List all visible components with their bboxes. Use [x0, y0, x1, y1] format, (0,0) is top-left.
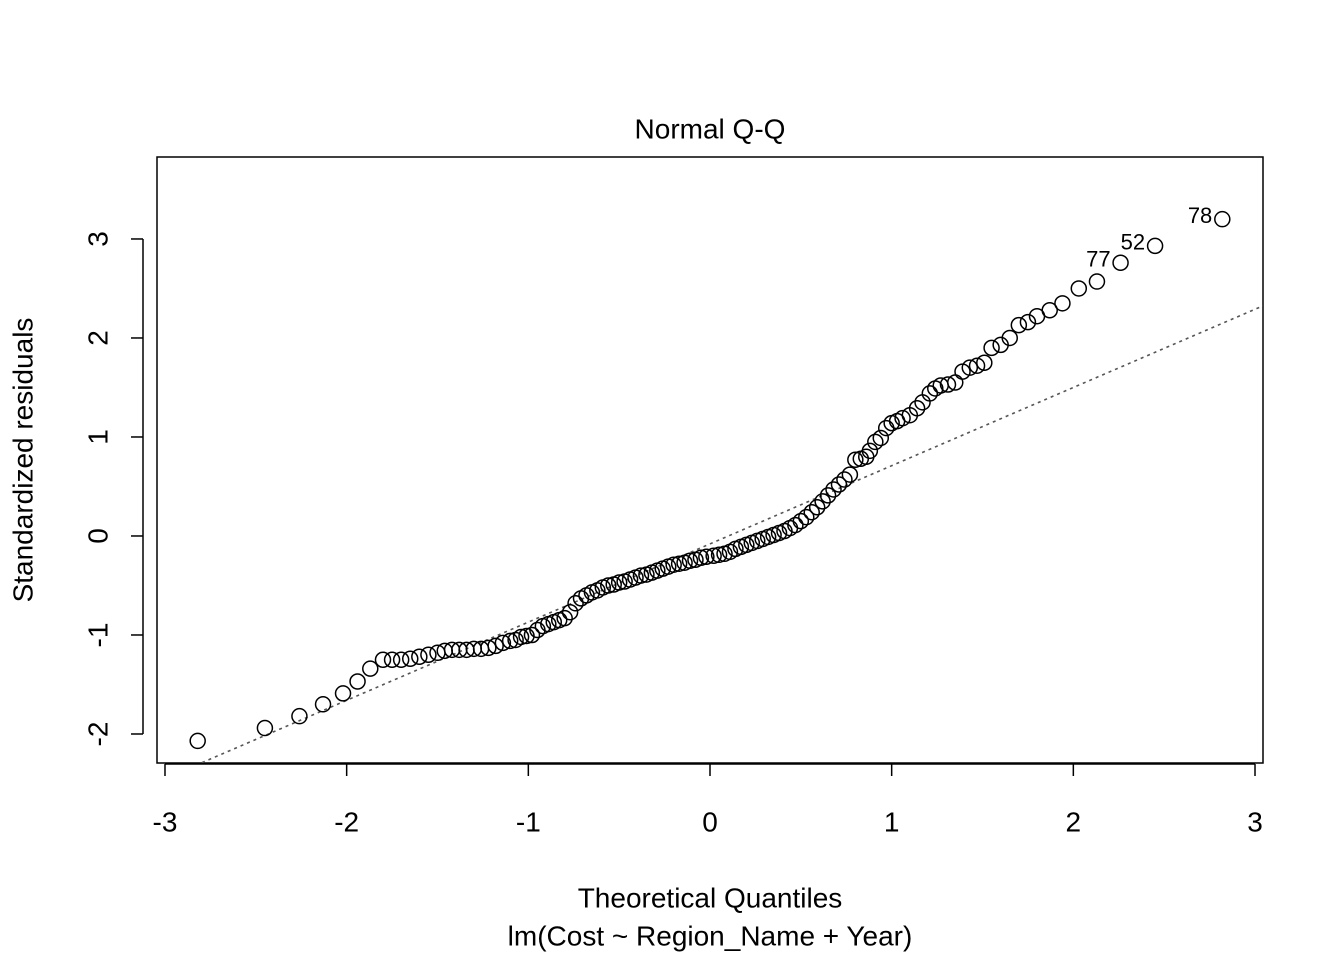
point — [908, 400, 926, 417]
x-tick-label: 0 — [702, 806, 718, 837]
point — [1070, 280, 1088, 297]
point — [1214, 210, 1231, 228]
point — [803, 503, 820, 521]
point — [976, 354, 993, 371]
point — [567, 595, 584, 612]
point — [665, 556, 682, 573]
reference-line — [199, 305, 1263, 763]
point — [836, 471, 853, 488]
x-axis-label: Theoretical Quantiles — [578, 882, 843, 913]
point — [523, 626, 541, 644]
y-tick-label: 1 — [82, 429, 113, 445]
y-tick-label: -1 — [82, 623, 113, 648]
point — [256, 719, 274, 737]
y-axis-label: Standardized residuals — [7, 318, 38, 603]
point — [383, 651, 401, 668]
point — [710, 546, 728, 564]
y-tick-label: 3 — [82, 231, 113, 247]
point — [787, 516, 804, 534]
subtitle: lm(Cost ~ Region_Name + Year) — [508, 920, 913, 951]
point — [556, 609, 573, 627]
point — [705, 547, 722, 565]
point — [894, 409, 911, 427]
point — [501, 632, 519, 650]
point — [314, 696, 332, 713]
point — [600, 577, 617, 594]
point — [792, 512, 810, 530]
point — [411, 648, 428, 666]
point — [983, 339, 1000, 357]
point — [825, 481, 842, 498]
point — [349, 673, 366, 690]
x-tick-label: 3 — [1247, 806, 1263, 837]
point — [401, 650, 419, 667]
point — [1088, 273, 1106, 290]
point — [861, 442, 879, 460]
point — [480, 639, 497, 657]
point — [374, 651, 392, 668]
plot-area — [189, 210, 1263, 763]
point — [512, 628, 530, 646]
point — [1001, 329, 1019, 347]
y-tick-label: 2 — [82, 330, 113, 346]
point — [939, 376, 957, 393]
x-tick-label: 2 — [1066, 806, 1082, 837]
point — [362, 660, 379, 677]
point — [681, 552, 699, 569]
point — [1146, 237, 1164, 255]
point — [698, 548, 715, 566]
point — [494, 634, 512, 652]
point — [632, 567, 650, 584]
point — [968, 357, 986, 374]
point — [487, 637, 504, 655]
plot-frame — [156, 156, 1264, 764]
point — [1054, 295, 1071, 312]
point — [961, 359, 979, 376]
point — [1010, 316, 1028, 334]
point — [420, 646, 437, 664]
chart-title: Normal Q-Q — [635, 113, 786, 144]
x-tick-label: 1 — [884, 806, 900, 837]
point — [692, 549, 710, 567]
point — [1041, 302, 1058, 319]
point — [334, 685, 352, 702]
point — [670, 555, 688, 572]
point — [392, 651, 410, 668]
point-annotation: 78 — [1188, 203, 1212, 228]
point — [872, 429, 890, 447]
point — [847, 451, 864, 469]
x-tick-label: -1 — [516, 806, 541, 837]
point-annotation: 77 — [1086, 247, 1110, 272]
point — [610, 574, 628, 591]
y-tick-label: -2 — [82, 722, 113, 747]
point — [921, 385, 939, 402]
point — [814, 493, 831, 510]
point — [1019, 313, 1037, 331]
y-tick-label: 0 — [82, 528, 113, 544]
point — [1112, 254, 1129, 271]
point — [830, 476, 848, 493]
x-tick-label: -2 — [334, 806, 359, 837]
point — [798, 508, 815, 526]
point — [189, 732, 206, 750]
point — [291, 707, 308, 725]
point — [867, 433, 884, 451]
point — [819, 487, 837, 504]
point — [561, 603, 579, 621]
point — [808, 499, 826, 516]
point — [841, 466, 859, 483]
point-annotation: 52 — [1121, 230, 1145, 255]
x-tick-label: -3 — [153, 806, 178, 837]
